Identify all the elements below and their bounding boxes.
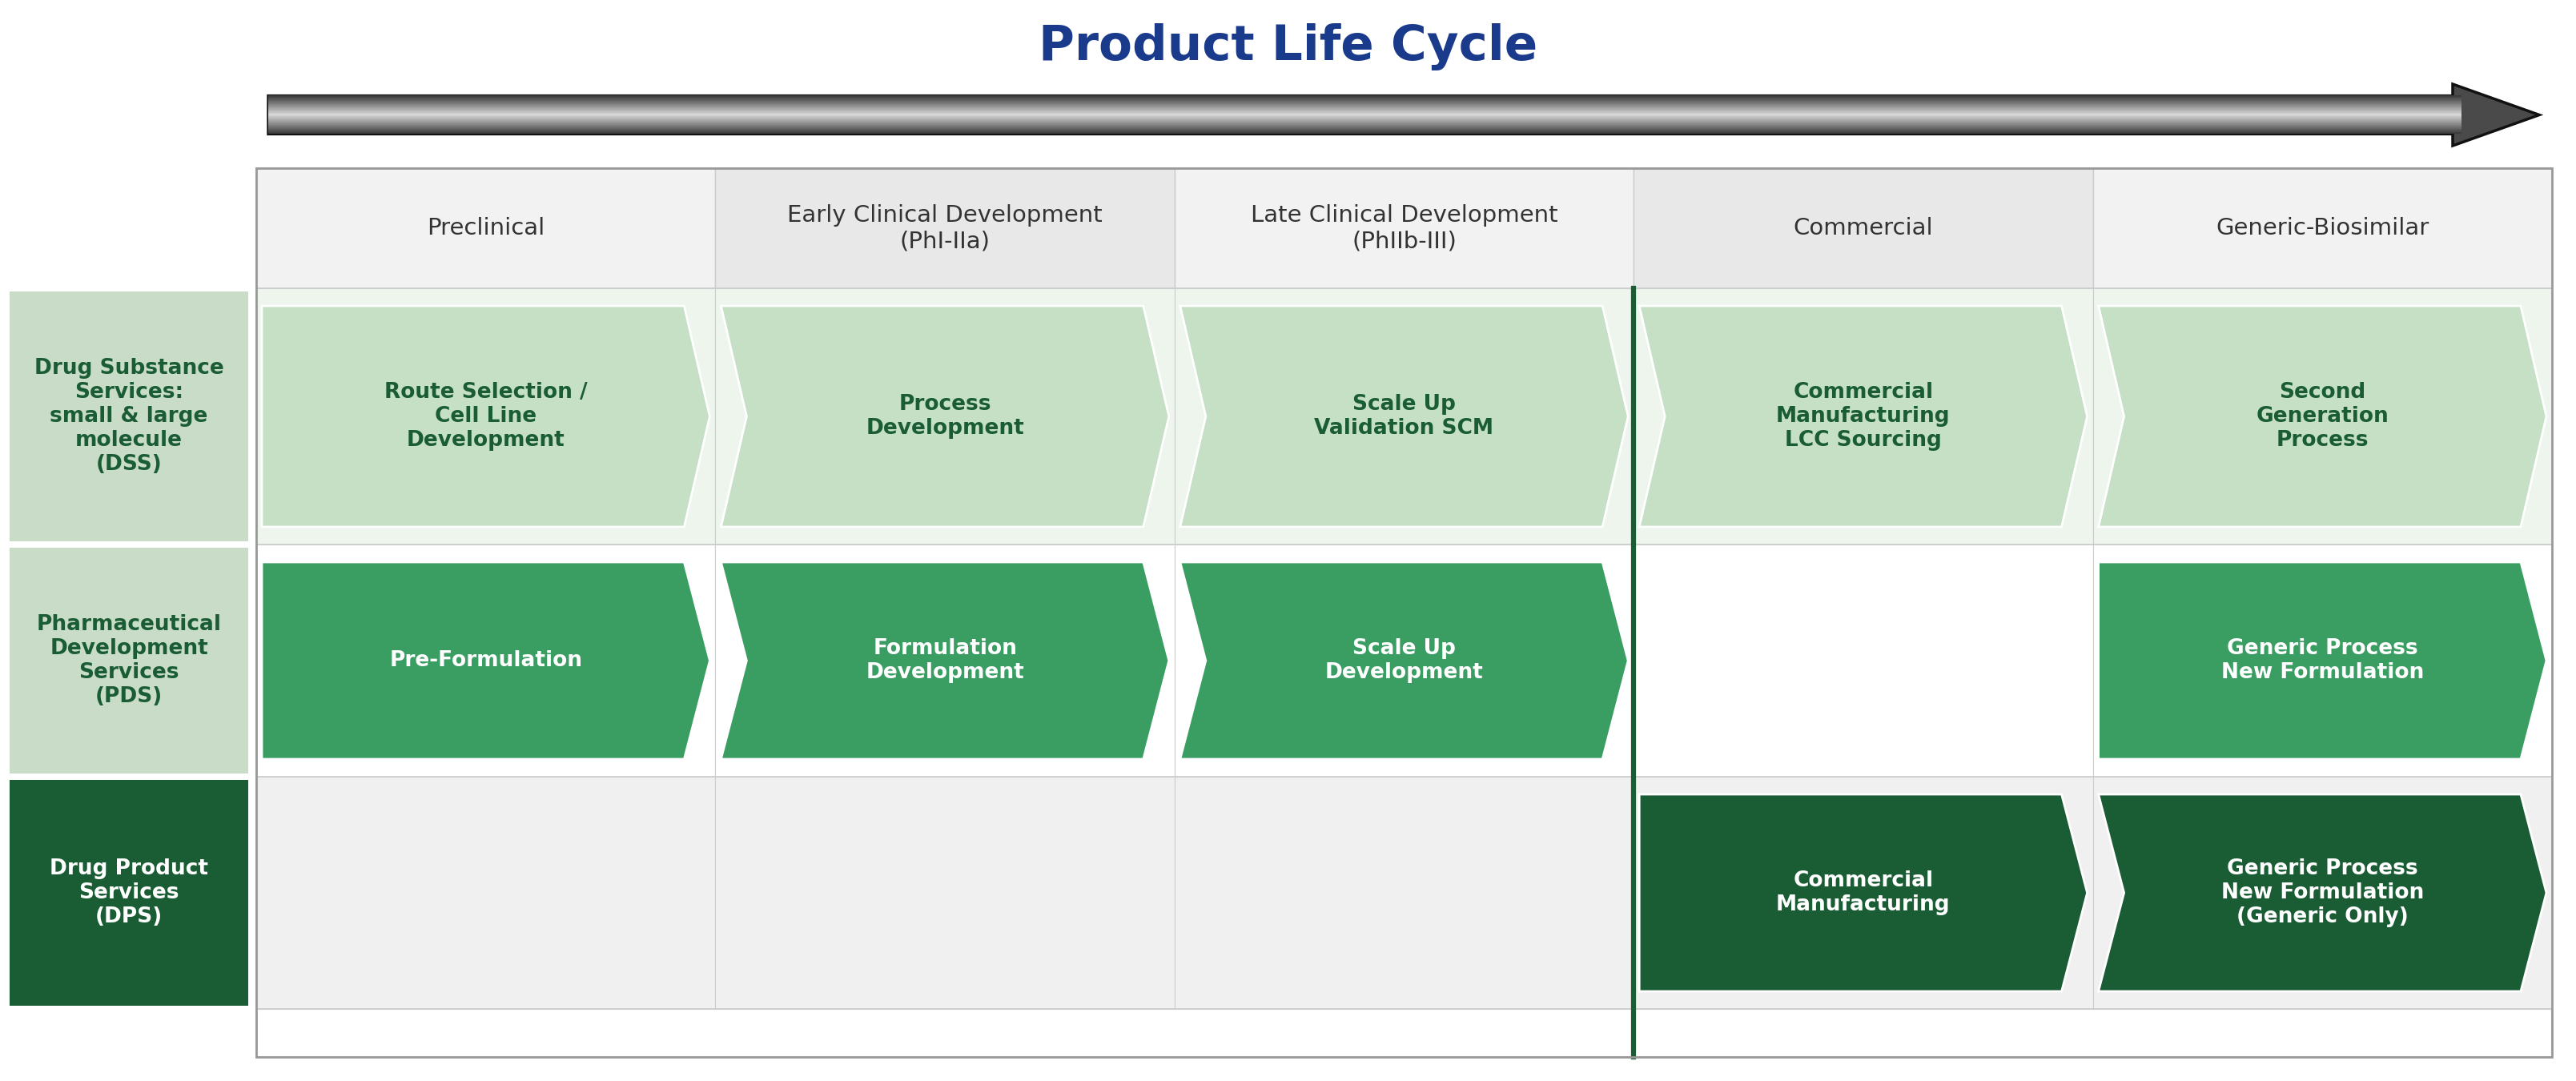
- Text: Scale Up
Validation SCM: Scale Up Validation SCM: [1314, 393, 1494, 439]
- Bar: [2092, 289, 2553, 545]
- Bar: [1175, 169, 1633, 289]
- Text: Product Life Cycle: Product Life Cycle: [1038, 23, 1538, 70]
- Polygon shape: [2099, 795, 2545, 991]
- Bar: [1633, 169, 2092, 289]
- Text: Second
Generation
Process: Second Generation Process: [2257, 382, 2388, 451]
- Bar: [1633, 777, 2092, 1009]
- Text: Pharmaceutical
Development
Services
(PDS): Pharmaceutical Development Services (PDS…: [36, 614, 222, 707]
- Bar: [2092, 545, 2553, 777]
- Polygon shape: [721, 562, 1170, 759]
- FancyArrow shape: [268, 84, 2540, 146]
- Bar: [1175, 777, 1633, 1009]
- Bar: [255, 169, 2553, 1057]
- Text: Generic Process
New Formulation
(Generic Only): Generic Process New Formulation (Generic…: [2221, 858, 2424, 927]
- Text: Drug Product
Services
(DPS): Drug Product Services (DPS): [49, 858, 209, 927]
- Bar: [716, 289, 1175, 545]
- Text: Process
Development: Process Development: [866, 393, 1025, 439]
- Bar: [2092, 777, 2553, 1009]
- Bar: [255, 777, 716, 1009]
- Bar: [1633, 289, 2092, 545]
- Polygon shape: [263, 562, 711, 759]
- Text: Commercial
Manufacturing: Commercial Manufacturing: [1775, 870, 1950, 916]
- Text: Generic-Biosimilar: Generic-Biosimilar: [2215, 217, 2429, 239]
- Text: Pre-Formulation: Pre-Formulation: [389, 650, 582, 671]
- Bar: [1175, 289, 1633, 545]
- Text: Drug Substance
Services:
small & large
molecule
(DSS): Drug Substance Services: small & large m…: [33, 358, 224, 475]
- Polygon shape: [721, 306, 1170, 526]
- Text: Generic Process
New Formulation: Generic Process New Formulation: [2221, 638, 2424, 683]
- Bar: [10, 548, 247, 774]
- Polygon shape: [1180, 306, 1628, 526]
- Bar: [10, 292, 247, 542]
- Polygon shape: [1180, 562, 1628, 759]
- Polygon shape: [263, 306, 711, 526]
- Bar: [255, 169, 716, 289]
- Polygon shape: [1638, 306, 2087, 526]
- Polygon shape: [2099, 306, 2545, 526]
- Bar: [716, 777, 1175, 1009]
- Bar: [255, 169, 2553, 1057]
- Polygon shape: [2099, 562, 2545, 759]
- Bar: [716, 545, 1175, 777]
- Bar: [255, 289, 716, 545]
- Bar: [2092, 169, 2553, 289]
- Text: Route Selection /
Cell Line
Development: Route Selection / Cell Line Development: [384, 382, 587, 451]
- Bar: [716, 169, 1175, 289]
- Bar: [255, 545, 716, 777]
- Polygon shape: [1638, 795, 2087, 991]
- Text: Scale Up
Development: Scale Up Development: [1324, 638, 1484, 683]
- Text: Preclinical: Preclinical: [428, 217, 544, 239]
- Text: Late Clinical Development
(PhIIb-III): Late Clinical Development (PhIIb-III): [1249, 204, 1558, 252]
- Text: Formulation
Development: Formulation Development: [866, 638, 1025, 683]
- Text: Commercial: Commercial: [1793, 217, 1932, 239]
- Text: Early Clinical Development
(PhI-IIa): Early Clinical Development (PhI-IIa): [788, 204, 1103, 252]
- Bar: [10, 779, 247, 1005]
- Bar: [1633, 545, 2092, 777]
- Text: Commercial
Manufacturing
LCC Sourcing: Commercial Manufacturing LCC Sourcing: [1775, 382, 1950, 451]
- Bar: [1175, 545, 1633, 777]
